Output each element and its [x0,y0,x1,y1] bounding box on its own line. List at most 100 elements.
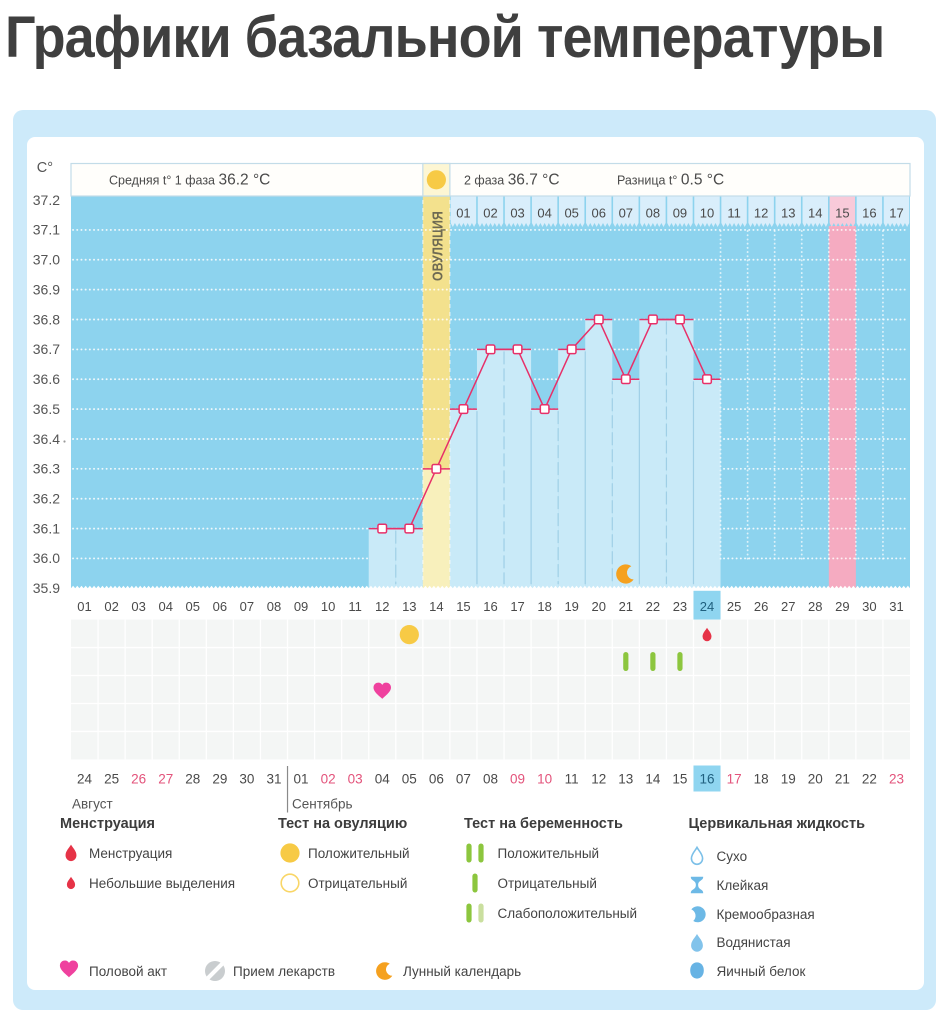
svg-text:08: 08 [646,206,660,221]
svg-text:24: 24 [700,599,714,614]
svg-text:14: 14 [808,206,822,221]
svg-text:18: 18 [754,771,769,786]
svg-text:Разница t° 0.5 °C: Разница t° 0.5 °C [617,172,724,189]
svg-text:21: 21 [619,599,633,614]
svg-text:02: 02 [104,599,118,614]
svg-text:Сентябрь: Сентябрь [292,797,352,812]
svg-text:10: 10 [537,771,552,786]
svg-text:17: 17 [727,771,742,786]
svg-text:16: 16 [700,771,715,786]
svg-text:36.8: 36.8 [33,311,60,327]
svg-text:12: 12 [754,206,768,221]
svg-text:04: 04 [537,206,551,221]
svg-text:36.1: 36.1 [33,520,60,536]
svg-text:35.9: 35.9 [33,580,60,596]
svg-text:31: 31 [266,771,281,786]
svg-text:37.1: 37.1 [33,222,60,238]
svg-text:24: 24 [77,771,93,786]
svg-text:26: 26 [131,771,146,786]
svg-text:15: 15 [672,771,687,786]
svg-text:01: 01 [456,206,470,221]
svg-text:13: 13 [781,206,795,221]
svg-text:36.0: 36.0 [33,550,60,566]
svg-text:08: 08 [483,771,498,786]
svg-text:17: 17 [510,599,524,614]
svg-text:28: 28 [185,771,200,786]
svg-text:05: 05 [186,599,200,614]
svg-text:36.4: 36.4 [33,431,60,447]
svg-text:C°: C° [37,160,53,176]
svg-text:09: 09 [673,206,687,221]
svg-text:05: 05 [402,771,417,786]
svg-text:03: 03 [348,771,363,786]
svg-text:22: 22 [646,599,660,614]
svg-text:07: 07 [456,771,471,786]
svg-text:05: 05 [564,206,578,221]
svg-text:28: 28 [808,599,822,614]
svg-text:12: 12 [591,771,606,786]
svg-text:36.6: 36.6 [33,371,60,387]
svg-text:Август: Август [72,797,113,812]
svg-text:18: 18 [537,599,551,614]
svg-text:01: 01 [294,771,309,786]
svg-text:ОВУЛЯЦИЯ: ОВУЛЯЦИЯ [430,211,446,281]
svg-text:37.0: 37.0 [33,252,60,268]
svg-text:23: 23 [673,599,687,614]
svg-text:31: 31 [889,599,903,614]
svg-text:06: 06 [429,771,444,786]
svg-text:27: 27 [781,599,795,614]
svg-text:29: 29 [212,771,227,786]
svg-text:03: 03 [131,599,145,614]
svg-text:23: 23 [889,771,904,786]
svg-text:36.5: 36.5 [33,401,60,417]
svg-text:13: 13 [402,599,416,614]
svg-text:09: 09 [510,771,525,786]
svg-text:36.3: 36.3 [33,461,60,477]
svg-text:11: 11 [348,599,362,614]
svg-text:02: 02 [321,771,336,786]
svg-text:03: 03 [510,206,524,221]
svg-text:14: 14 [645,771,661,786]
svg-text:Средняя t° 1 фаза 36.2 °C: Средняя t° 1 фаза 36.2 °C [109,172,270,189]
svg-text:30: 30 [239,771,254,786]
svg-text:36.2: 36.2 [33,491,60,507]
svg-text:22: 22 [862,771,877,786]
svg-text:02: 02 [483,206,497,221]
svg-text:17: 17 [889,206,903,221]
svg-text:25: 25 [104,771,119,786]
svg-text:12: 12 [375,599,389,614]
svg-text:21: 21 [835,771,850,786]
svg-text:30: 30 [862,599,876,614]
svg-text:37.2: 37.2 [33,192,60,208]
svg-text:15: 15 [456,599,470,614]
svg-text:29: 29 [835,599,849,614]
svg-text:07: 07 [240,599,254,614]
svg-text:14: 14 [429,599,443,614]
svg-text:16: 16 [862,206,876,221]
svg-text:10: 10 [321,599,335,614]
svg-text:19: 19 [564,599,578,614]
svg-text:36.9: 36.9 [33,281,60,297]
svg-text:16: 16 [483,599,497,614]
svg-text:27: 27 [158,771,173,786]
svg-text:11: 11 [565,771,579,786]
svg-text:11: 11 [727,206,741,221]
svg-text:19: 19 [781,771,796,786]
svg-text:36.7: 36.7 [33,341,60,357]
svg-text:25: 25 [727,599,741,614]
svg-text:09: 09 [294,599,308,614]
svg-text:07: 07 [619,206,633,221]
svg-text:06: 06 [592,206,606,221]
svg-text:20: 20 [808,771,823,786]
svg-text:08: 08 [267,599,281,614]
svg-text:06: 06 [213,599,227,614]
svg-text:2 фаза 36.7 °C: 2 фаза 36.7 °C [464,172,560,189]
svg-text:26: 26 [754,599,768,614]
svg-text:20: 20 [592,599,606,614]
svg-text:13: 13 [618,771,633,786]
svg-text:04: 04 [375,771,391,786]
svg-text:15: 15 [835,206,849,221]
svg-text:01: 01 [77,599,91,614]
svg-text:04: 04 [158,599,172,614]
svg-text:10: 10 [700,206,714,221]
